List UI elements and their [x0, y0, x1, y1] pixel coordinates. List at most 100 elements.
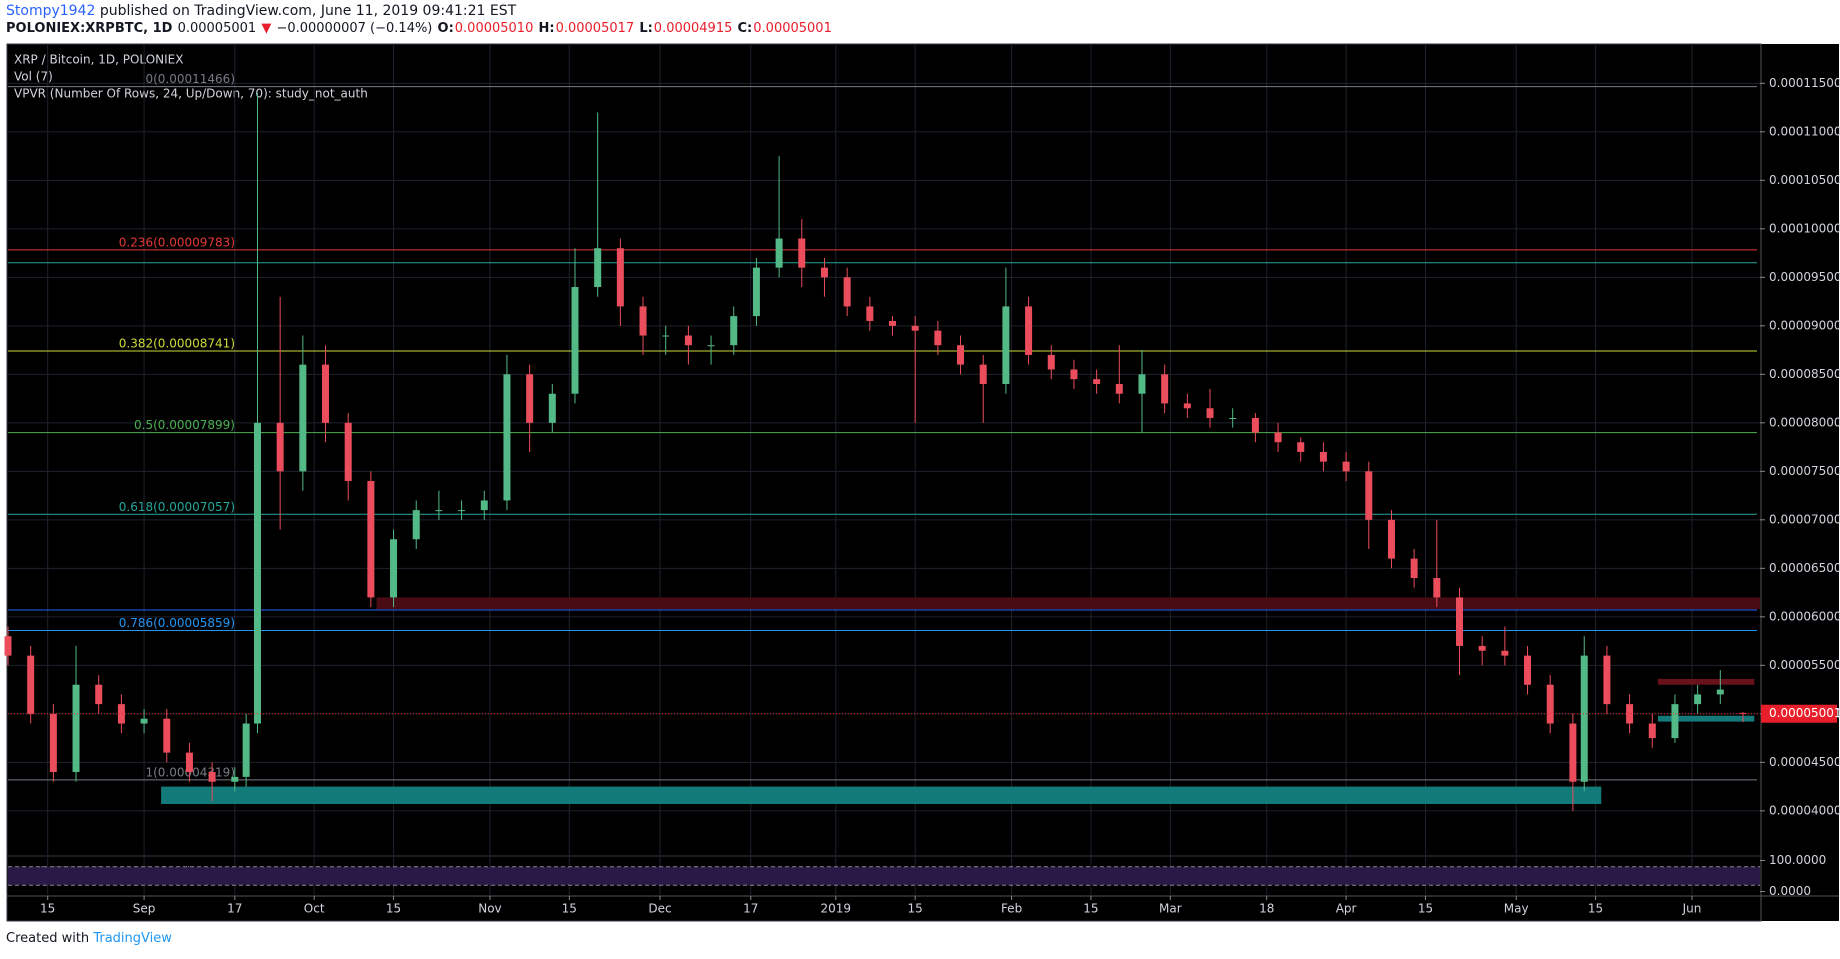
candle-body — [775, 238, 783, 268]
zone — [161, 786, 1602, 805]
candle-body — [1433, 578, 1441, 598]
candle-body — [1070, 369, 1078, 380]
candle-body — [163, 718, 171, 753]
l-label: L: — [639, 21, 653, 36]
candle-body — [752, 267, 760, 317]
chart-background — [7, 44, 1839, 921]
y-tick-label: 0.00006000 — [1769, 609, 1840, 623]
l: 0.00004915 — [653, 21, 733, 36]
candle-body — [979, 364, 987, 385]
candle-body — [185, 752, 193, 773]
candle-body — [208, 772, 216, 782]
y-tick-label: 0.00007000 — [1769, 512, 1840, 526]
zone — [1657, 678, 1755, 685]
candle-body — [322, 364, 330, 423]
candle-body — [1025, 306, 1033, 355]
y-tick-label: 0.00011000 — [1769, 124, 1840, 138]
candle-body — [866, 306, 874, 321]
candle-body — [1603, 655, 1611, 705]
x-tick-label: Oct — [304, 902, 325, 916]
y-tick-label: 0.00010000 — [1769, 221, 1840, 235]
fib-label: 0.5(0.00007899) — [134, 418, 235, 432]
candle-body — [1387, 519, 1395, 559]
vol-label: Vol (7) — [14, 70, 53, 84]
c-label: C: — [737, 21, 753, 36]
candle-body — [253, 422, 261, 724]
candle-body — [707, 345, 715, 347]
candle-body — [1115, 384, 1123, 394]
publish-line: Stompy1942 published on TradingView.com,… — [6, 3, 516, 19]
published: published on TradingView.com, June 11, 2… — [99, 3, 517, 19]
candle-body — [1569, 723, 1577, 782]
candle-body — [889, 320, 897, 326]
candle-body — [730, 316, 738, 346]
last-price-label: 0.00005001 — [1769, 706, 1840, 720]
candle-body — [1002, 306, 1010, 385]
o: 0.00005010 — [454, 21, 534, 36]
quote-line: POLONIEX:XRPBTC, 1D 0.00005001 ▼ −0.0000… — [6, 21, 833, 36]
y-tick-label: 0.00008500 — [1769, 367, 1840, 381]
candle-body — [1671, 704, 1679, 739]
x-tick-label: 15 — [1083, 902, 1098, 916]
stoch-tick-label: 0.0000 — [1769, 884, 1811, 898]
candle-body — [412, 510, 420, 540]
candle-body — [616, 248, 624, 307]
brand[interactable]: TradingView — [93, 931, 172, 946]
x-tick-label: 17 — [743, 902, 758, 916]
zone — [376, 597, 1760, 610]
fib-label: 0.786(0.00005859) — [119, 616, 235, 630]
candle-body — [1478, 645, 1486, 651]
y-tick-label: 0.00005500 — [1769, 658, 1840, 672]
x-tick-label: 15 — [386, 902, 401, 916]
candle-body — [1455, 597, 1463, 646]
stoch-band — [8, 866, 1760, 886]
y-tick-label: 0.00006500 — [1769, 561, 1840, 575]
candle-body — [299, 364, 307, 472]
x-tick-label: 15 — [40, 902, 55, 916]
candle-body — [1648, 723, 1656, 739]
candle-body — [458, 510, 466, 512]
candle-body — [1138, 374, 1146, 394]
candle-body — [934, 330, 942, 346]
change: −0.00000007 (−0.14%) — [276, 21, 433, 36]
candle-body — [140, 718, 148, 724]
h-label: H: — [538, 21, 555, 36]
candle-body — [1365, 471, 1373, 520]
candle-body — [1183, 403, 1191, 409]
y-tick-label: 0.00010500 — [1769, 173, 1840, 187]
zone — [1657, 715, 1755, 722]
candle-body — [72, 684, 80, 773]
candle-body — [820, 267, 828, 278]
candle-body — [27, 655, 35, 714]
x-tick-label: Sep — [133, 902, 156, 916]
x-tick-label: Nov — [478, 902, 501, 916]
candle-body — [49, 713, 57, 773]
x-tick-label: 2019 — [821, 902, 852, 916]
last: 0.00005001 — [177, 21, 257, 36]
h: 0.00005017 — [555, 21, 635, 36]
x-tick-label: 17 — [227, 902, 242, 916]
candle-body — [1161, 374, 1169, 404]
y-tick-label: 0.00009500 — [1769, 270, 1840, 284]
y-tick-label: 0.00009000 — [1769, 318, 1840, 332]
x-tick-label: 15 — [1418, 902, 1433, 916]
candle-body — [4, 636, 12, 656]
y-tick-label: 0.00011500 — [1769, 76, 1840, 90]
candle-body — [435, 510, 443, 512]
candle-body — [242, 723, 250, 777]
candle-body — [684, 335, 692, 346]
x-tick-label: Feb — [1001, 902, 1022, 916]
c: 0.00005001 — [753, 21, 832, 36]
candle-body — [526, 374, 534, 423]
fib-label: 0.236(0.00009783) — [119, 235, 235, 249]
x-tick-label: May — [1504, 902, 1529, 916]
candle-body — [798, 238, 806, 268]
x-tick-label: 15 — [562, 902, 577, 916]
candle-body — [1274, 432, 1282, 443]
candle-body — [231, 776, 239, 782]
x-tick-label: Jun — [1682, 902, 1702, 916]
candle-body — [480, 500, 488, 511]
candle-body — [390, 539, 398, 598]
author[interactable]: Stompy1942 — [6, 3, 96, 19]
